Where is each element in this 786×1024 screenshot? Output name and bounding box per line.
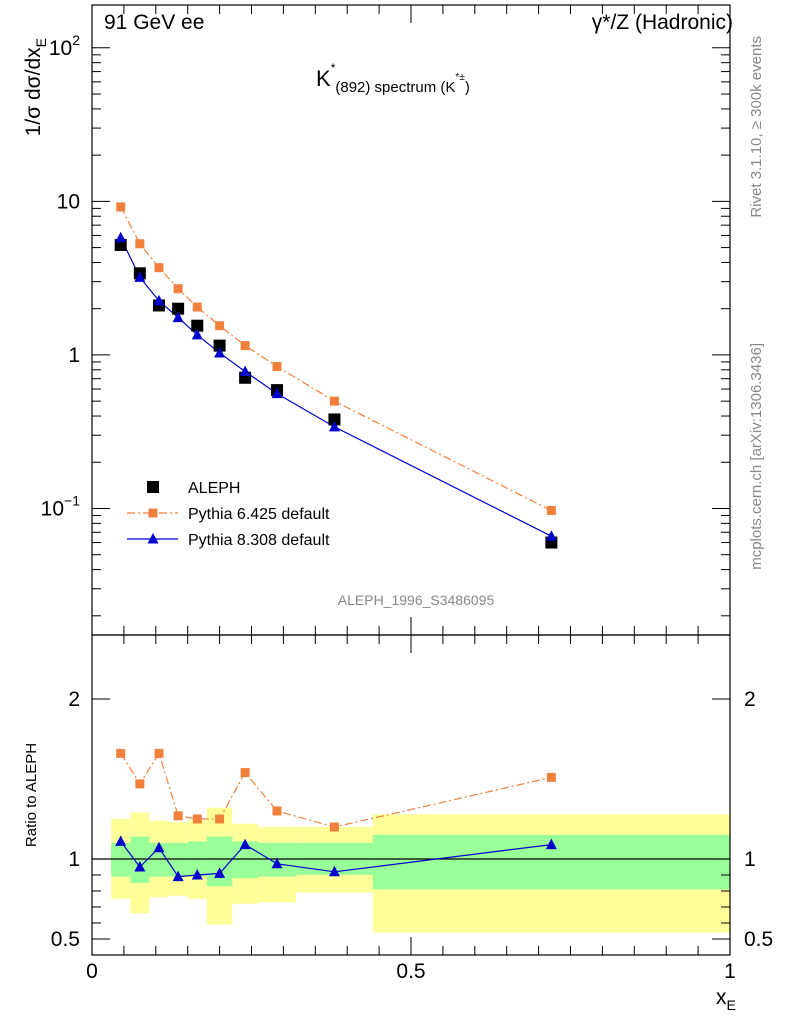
ratio-y-tick-label-right-2: 2 — [744, 688, 756, 711]
ratio-y-tick-label-left-2: 2 — [68, 688, 80, 711]
ratio-series — [115, 748, 557, 882]
legend-marker-pythia-8-308-default — [147, 533, 159, 544]
x-tick-label-1: 0.5 — [396, 960, 425, 983]
ratio-point-pythia-6-425-default-5 — [215, 814, 225, 824]
main-point-pythia-6-425-default-7 — [272, 362, 282, 372]
x-axis-label: xE — [716, 986, 736, 1013]
ratio-point-pythia-6-425-default-9 — [546, 772, 556, 782]
main-point-pythia-8-308-default-1 — [134, 271, 146, 282]
main-point-aleph-5 — [213, 339, 226, 352]
ratio-point-pythia-6-425-default-8 — [329, 822, 339, 832]
ratio-point-pythia-6-425-default-4 — [192, 814, 202, 824]
ratio-point-pythia-6-425-default-0 — [116, 748, 126, 758]
main-point-pythia-6-425-default-2 — [154, 263, 164, 273]
main-y-tick-label-3: 102 — [49, 32, 80, 60]
ratio-point-pythia-8-308-default-5 — [214, 867, 226, 878]
main-point-pythia-6-425-default-5 — [215, 321, 225, 331]
ratio-axes: 0.5 0.5 1 1 2 2 0 0.5 1 — [51, 634, 773, 983]
main-y-tick-label-1: 1 — [68, 344, 80, 367]
legend: ALEPH Pythia 6.425 default Pythia 8.308 de… — [127, 480, 330, 549]
main-line-pythia-6-425-default — [120, 206, 552, 512]
ratio-line-pythia-6-425-default — [120, 751, 552, 828]
ratio-point-pythia-8-308-default-8 — [328, 865, 340, 877]
main-series — [114, 202, 558, 549]
main-point-aleph-8 — [328, 413, 341, 426]
main-point-pythia-8-308-default-3 — [172, 311, 184, 323]
main-point-pythia-8-308-default-7 — [271, 387, 283, 399]
side-label-bottom: mcplots.cern.ch [arXiv:1306.3436] — [748, 343, 765, 570]
main-point-pythia-6-425-default-3 — [173, 284, 183, 294]
ratio-y-tick-label-right-1: 1 — [744, 848, 756, 871]
ratio-point-pythia-8-308-default-7 — [271, 857, 283, 869]
main-point-pythia-8-308-default-4 — [191, 328, 203, 340]
stat-uncertainty-band-3 — [168, 843, 188, 877]
legend-marker-pythia-6-425-default — [148, 508, 158, 518]
ratio-point-pythia-6-425-default-3 — [173, 811, 183, 821]
main-point-aleph-4 — [191, 319, 204, 332]
main-point-pythia-6-425-default-9 — [546, 506, 556, 516]
ratio-line-pythia-8-308-default — [120, 841, 552, 878]
main-point-pythia-8-308-default-8 — [328, 420, 340, 432]
legend-marker-aleph — [147, 481, 159, 493]
ratio-point-pythia-6-425-default-7 — [272, 806, 282, 816]
ratio-point-pythia-6-425-default-1 — [135, 779, 145, 789]
main-point-pythia-6-425-default-6 — [240, 341, 250, 351]
main-axes: 10−1 1 10 102 — [41, 4, 731, 636]
ratio-point-pythia-6-425-default-6 — [240, 768, 250, 778]
main-line-pythia-8-308-default — [120, 237, 552, 537]
legend-label-aleph: ALEPH — [188, 480, 240, 497]
main-y-tick-label-2: 10 — [57, 190, 80, 213]
ratio-point-pythia-8-308-default-9 — [545, 838, 557, 850]
x-tick-label-2: 1 — [724, 960, 736, 983]
analysis-watermark: ALEPH_1996_S3486095 — [338, 592, 495, 608]
ratio-y-tick-label-right-0: 0.5 — [744, 928, 773, 951]
main-point-pythia-6-425-default-4 — [192, 302, 202, 312]
main-point-aleph-3 — [172, 302, 185, 315]
ratio-point-pythia-8-308-default-4 — [191, 869, 203, 880]
main-point-pythia-6-425-default-8 — [329, 396, 339, 406]
main-point-pythia-8-308-default-9 — [545, 530, 557, 541]
main-point-pythia-6-425-default-0 — [116, 202, 126, 212]
ratio-y-tick-label-left-1: 1 — [68, 848, 80, 871]
legend-label-pythia-8-308-default: Pythia 8.308 default — [188, 532, 330, 549]
main-point-pythia-8-308-default-5 — [214, 346, 226, 358]
ratio-point-pythia-8-308-default-3 — [172, 870, 184, 882]
main-y-tick-label-0: 10−1 — [41, 492, 81, 520]
main-point-pythia-8-308-default-6 — [239, 365, 251, 376]
stat-uncertainty-band-0 — [111, 843, 131, 877]
header-right: γ*/Z (Hadronic) — [592, 11, 733, 34]
ratio-point-pythia-8-308-default-2 — [153, 841, 165, 853]
ratio-y-axis-label: Ratio to ALEPH — [23, 743, 40, 847]
x-tick-label-0: 0 — [86, 960, 98, 983]
ratio-uncertainty-bands — [92, 807, 730, 933]
legend-label-pythia-6-425-default: Pythia 6.425 default — [188, 506, 330, 523]
header-left: 91 GeV ee — [104, 11, 204, 34]
main-point-pythia-6-425-default-1 — [135, 239, 145, 249]
ratio-point-pythia-8-308-default-1 — [134, 861, 146, 872]
ratio-point-pythia-8-308-default-6 — [239, 838, 251, 850]
ratio-y-tick-label-left-0: 0.5 — [51, 928, 80, 951]
main-point-pythia-8-308-default-2 — [153, 294, 165, 306]
side-label-top: Rivet 3.1.10, ≥ 300k events — [748, 36, 765, 218]
stat-uncertainty-band-5 — [206, 836, 233, 887]
main-point-pythia-8-308-default-0 — [115, 231, 127, 243]
ratio-point-pythia-8-308-default-0 — [115, 835, 127, 846]
ratio-point-pythia-6-425-default-2 — [154, 748, 164, 758]
main-y-axis-label: 1/σ dσ/dxE — [22, 38, 49, 136]
main-plot-title: K*(892) spectrum (K*±) — [316, 61, 470, 96]
